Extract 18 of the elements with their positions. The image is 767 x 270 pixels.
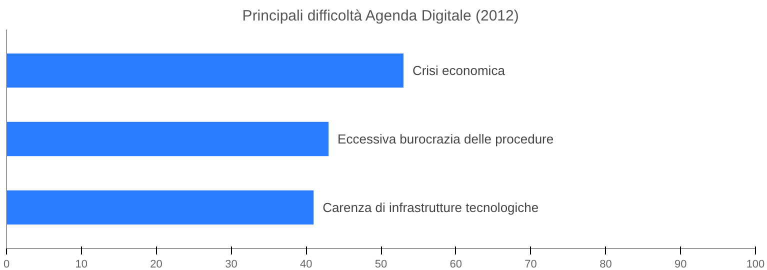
y-tick-label: Eccessiva burocrazia delle procedure [338,132,554,146]
x-tick-label: 50 [374,258,388,270]
x-tick-label: 0 [3,258,10,270]
x-tick-label: 20 [150,258,162,270]
x-tick-label: 30 [225,258,238,270]
x-tick-label: 40 [300,258,312,270]
y-tick-label: Carenza di infrastrutture tecnologiche [322,200,539,215]
y-tick-label: Crisi economica [412,63,506,78]
x-tick-label: 70 [524,258,537,270]
x-tick-label: 10 [75,258,88,270]
bar [6,190,314,225]
chart-title: Principali difficoltà Agenda Digitale (2012) [242,8,519,24]
x-tick-label: 60 [450,258,462,270]
bar [6,53,404,88]
bar [6,122,329,156]
x-tick-label: 90 [674,258,687,270]
x-tick-label: 80 [600,258,612,270]
x-tick-label: 100 [746,258,765,270]
